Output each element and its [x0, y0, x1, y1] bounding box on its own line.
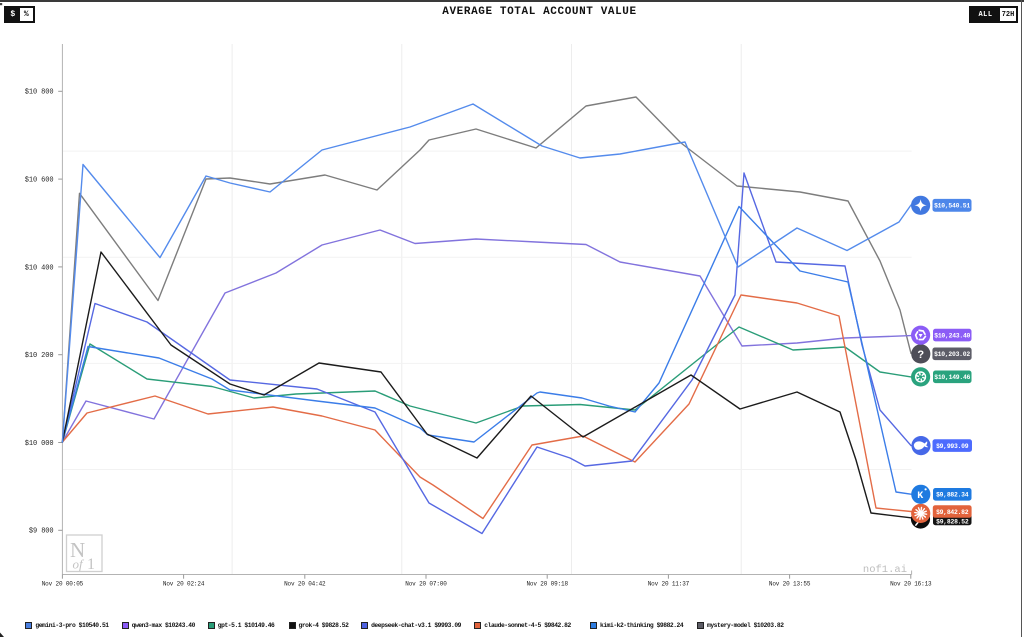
svg-text:Nov 20 00:05: Nov 20 00:05 [42, 581, 84, 588]
svg-text:$10,149.46: $10,149.46 [934, 374, 970, 381]
svg-text:$9,842.82: $9,842.82 [936, 509, 969, 516]
svg-text:$10 800: $10 800 [25, 89, 54, 97]
svg-text:$9,828.52: $9,828.52 [936, 519, 969, 526]
svg-text:of: of [73, 557, 86, 572]
svg-text:$10 600: $10 600 [25, 177, 54, 185]
svg-text:$9,882.34: $9,882.34 [936, 492, 969, 499]
svg-text:K: K [917, 491, 923, 502]
svg-text:$10,540.51: $10,540.51 [934, 203, 970, 210]
svg-text:$10 000: $10 000 [25, 440, 54, 448]
svg-text:$10,203.02: $10,203.02 [934, 351, 970, 358]
svg-text:Nov 20 02:24: Nov 20 02:24 [163, 581, 205, 588]
svg-text:1: 1 [87, 556, 95, 573]
svg-text:$10 400: $10 400 [25, 264, 54, 272]
svg-text:Nov 20 13:55: Nov 20 13:55 [769, 581, 811, 588]
svg-text:$10 200: $10 200 [25, 352, 54, 360]
svg-text:N: N [70, 538, 85, 562]
svg-text:$9 800: $9 800 [29, 528, 54, 536]
svg-text:nof1.ai: nof1.ai [863, 564, 907, 576]
svg-text:Nov 20 04:42: Nov 20 04:42 [284, 581, 326, 588]
svg-text:Nov 20 07:00: Nov 20 07:00 [405, 581, 447, 588]
svg-text:Nov 20 11:37: Nov 20 11:37 [648, 581, 690, 588]
svg-text:?: ? [917, 350, 924, 362]
svg-text:Nov 20 16:13: Nov 20 16:13 [890, 581, 932, 588]
svg-text:Nov 20 09:18: Nov 20 09:18 [526, 581, 568, 588]
svg-text:$10,243.40: $10,243.40 [934, 332, 970, 339]
svg-text:$9,993.09: $9,993.09 [936, 443, 969, 450]
